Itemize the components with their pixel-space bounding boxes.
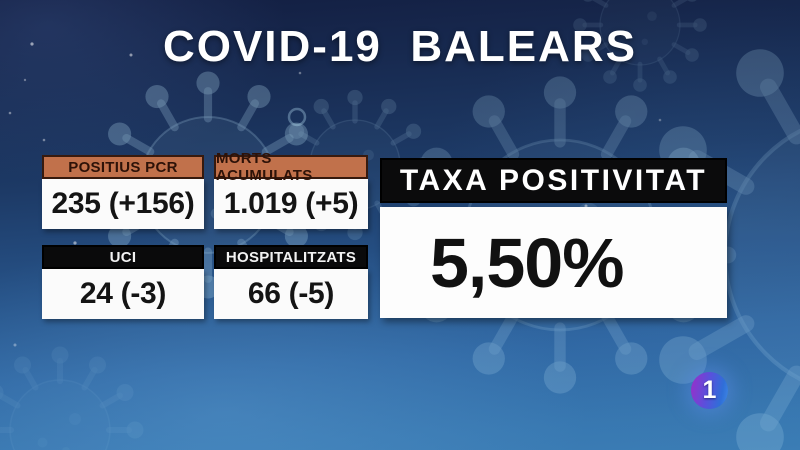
positivity-rate-label: TAXA POSITIVITAT [380, 158, 727, 203]
stat-value-morts-acumulats: 1.019 (+5) [214, 179, 368, 229]
stat-label-hospitalitzats: HOSPITALITZATS [214, 245, 368, 269]
stat-value-positius-pcr: 235 (+156) [42, 179, 204, 229]
stat-value-hospitalitzats: 66 (-5) [214, 269, 368, 319]
page-title: COVID-19 BALEARS [162, 22, 638, 71]
stat-card-hospitalitzats: HOSPITALITZATS 66 (-5) [214, 245, 368, 319]
stat-card-uci: UCI 24 (-3) [42, 245, 204, 319]
stat-card-morts-acumulats: MORTS ACUMULATS 1.019 (+5) [214, 150, 368, 229]
stat-label-uci: UCI [42, 245, 204, 269]
stat-label-positius-pcr: POSITIUS PCR [42, 155, 204, 179]
la1-channel-logo-number: 1 [702, 376, 717, 404]
stat-label-morts-acumulats: MORTS ACUMULATS [214, 150, 368, 184]
la1-channel-logo: 1 [691, 372, 728, 409]
positivity-rate-value: 5,50% [380, 207, 727, 318]
positivity-rate-panel: TAXA POSITIVITAT 5,50% [380, 158, 727, 318]
stat-value-uci: 24 (-3) [42, 269, 204, 319]
stat-card-positius-pcr: POSITIUS PCR 235 (+156) [42, 155, 204, 229]
